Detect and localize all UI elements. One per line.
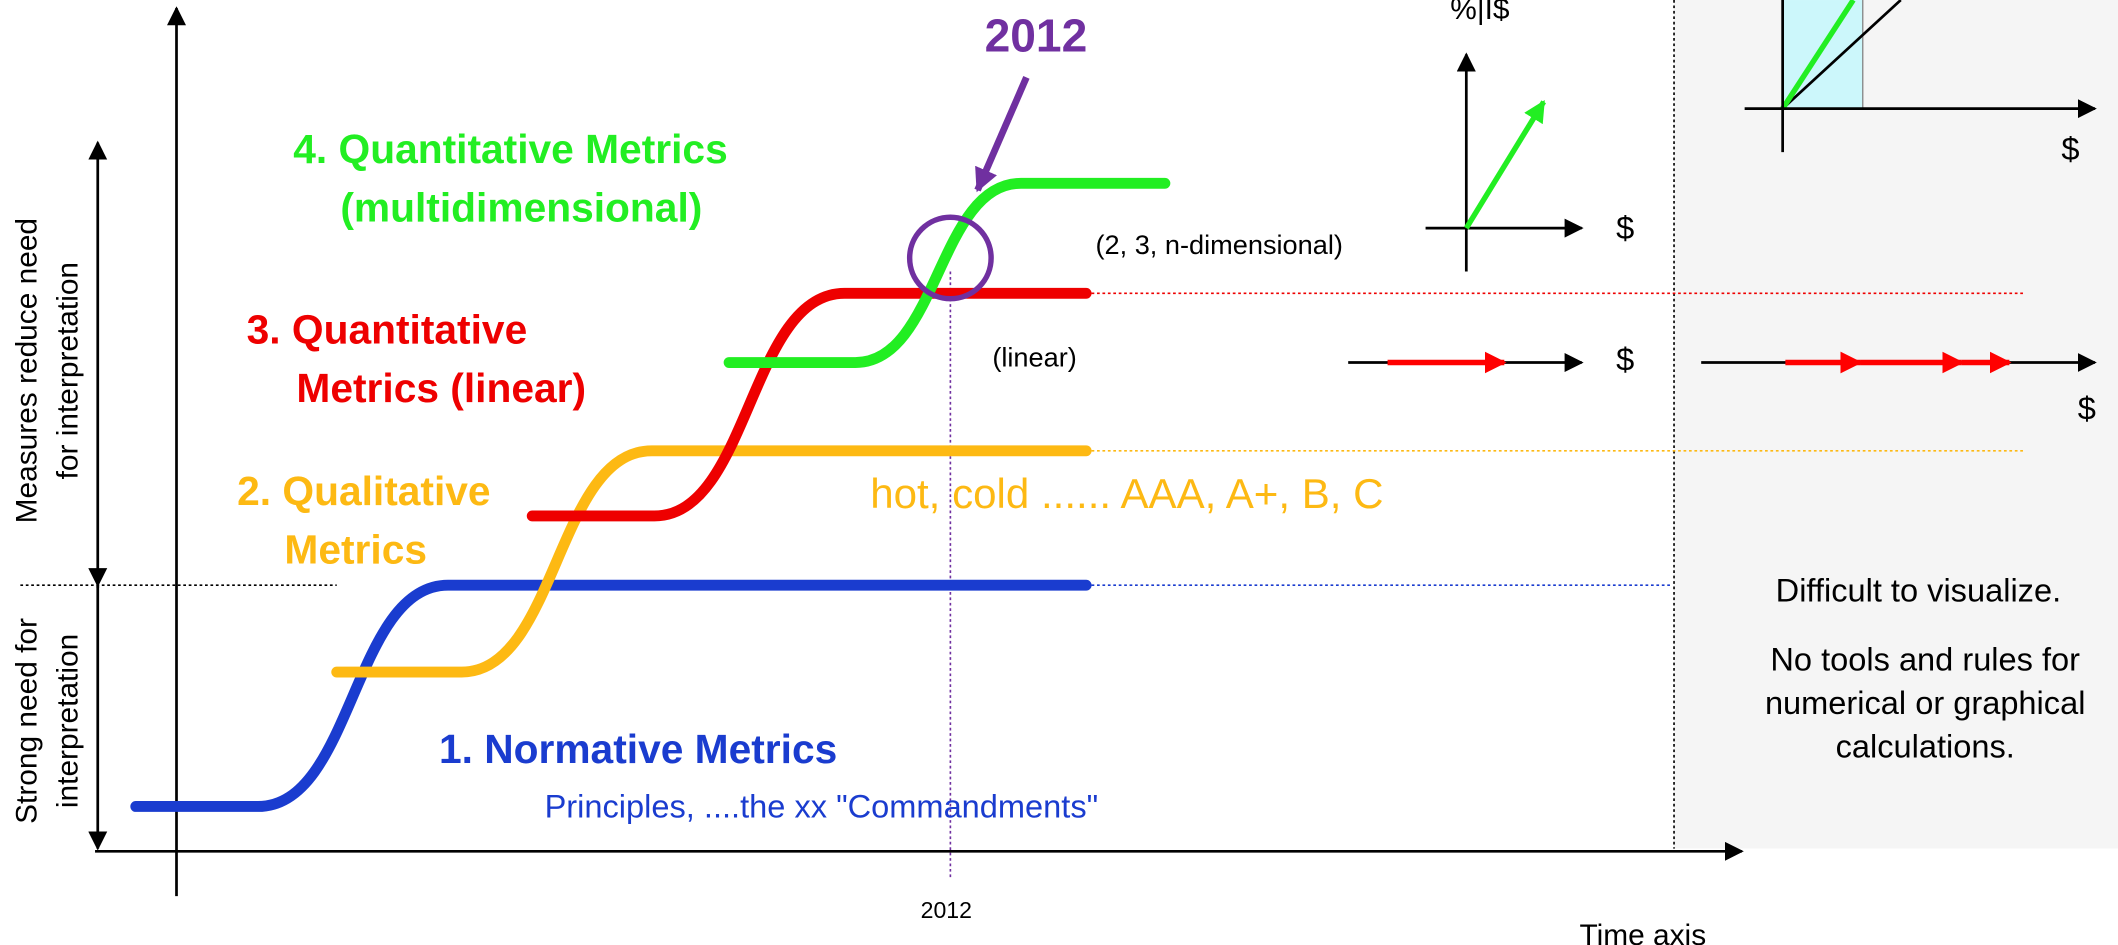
mini-label: %|I$ <box>1450 0 1510 26</box>
level-label: (multidimensional) <box>340 184 702 230</box>
level-note: Principles, ....the xx "Commandments" <box>545 788 1099 824</box>
y-label: Measures reduce need <box>11 218 44 523</box>
x-label: Time axis <box>1579 919 1706 945</box>
y-label: interpretation <box>51 634 84 808</box>
level-label: Metrics <box>284 526 427 572</box>
level-label: Metrics (linear) <box>296 365 586 411</box>
right-panel <box>1674 0 2118 849</box>
panel-text: Difficult to visualize. <box>1776 572 2061 608</box>
highlight-arrow <box>974 76 1030 193</box>
mini-label: $ <box>1616 210 1634 246</box>
level-label: 4. Quantitative Metrics <box>293 126 727 172</box>
y-label: Strong need for <box>11 618 44 824</box>
highlight-circle <box>906 214 994 302</box>
mini-diagrams <box>1348 0 2097 374</box>
curves <box>130 177 1171 812</box>
mini-label: $ <box>2061 131 2079 167</box>
mini-label: $ <box>2078 391 2096 427</box>
y-label: for interpretation <box>51 262 84 479</box>
level-label: 2. Qualitative <box>237 468 490 514</box>
level-note: hot, cold ...... AAA, A+, B, C <box>870 470 1383 517</box>
level-label: 3. Quantitative <box>247 307 528 353</box>
panel-text: numerical or graphical <box>1765 685 2086 721</box>
level-label: 1. Normative Metrics <box>439 726 837 772</box>
year-label: 2012 <box>985 10 1088 62</box>
panel-text: No tools and rules for <box>1770 642 2080 678</box>
level-note: (linear) <box>992 342 1076 373</box>
mini-label: $ <box>1616 342 1634 378</box>
x-tick: 2012 <box>921 897 972 923</box>
level-curve <box>331 445 1092 678</box>
level-curve <box>130 579 1092 812</box>
panel-text: calculations. <box>1836 729 2015 765</box>
guides <box>20 0 2023 880</box>
labels: 2012 1. Normative Metrics Principles, ..… <box>11 0 2096 945</box>
axes <box>88 6 1744 897</box>
level-note: (2, 3, n-dimensional) <box>1096 229 1343 260</box>
level-curve <box>526 287 1092 522</box>
level-curve <box>723 177 1171 368</box>
